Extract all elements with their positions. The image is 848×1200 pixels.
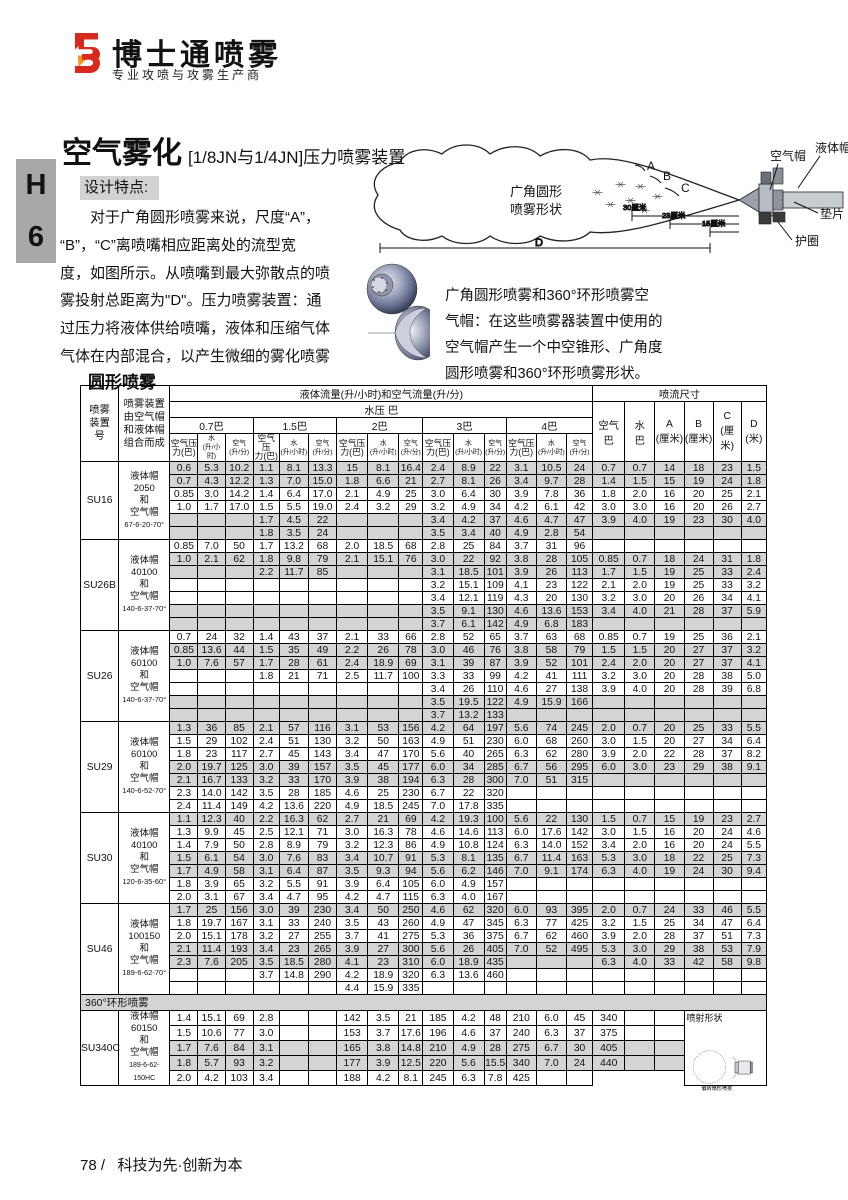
svg-text:C: C	[681, 181, 690, 195]
svg-text:B: B	[663, 169, 671, 183]
svg-text:D: D	[535, 237, 543, 249]
svg-text:护圈: 护圈	[795, 234, 819, 248]
svg-text:喷雾形状: 喷雾形状	[510, 202, 562, 217]
svg-text:广角圆形: 广角圆形	[510, 184, 562, 199]
svg-text:空气帽: 空气帽	[770, 148, 806, 163]
svg-text:15厘米: 15厘米	[702, 218, 726, 228]
svg-text:23厘米: 23厘米	[662, 210, 686, 220]
svg-text:液体帽: 液体帽	[815, 140, 848, 155]
svg-text:垫片: 垫片	[820, 206, 844, 221]
svg-text:30厘米: 30厘米	[623, 202, 647, 212]
svg-text:A: A	[647, 159, 655, 173]
svg-text:偏转扇形喷雾: 偏转扇形喷雾	[701, 1084, 732, 1092]
